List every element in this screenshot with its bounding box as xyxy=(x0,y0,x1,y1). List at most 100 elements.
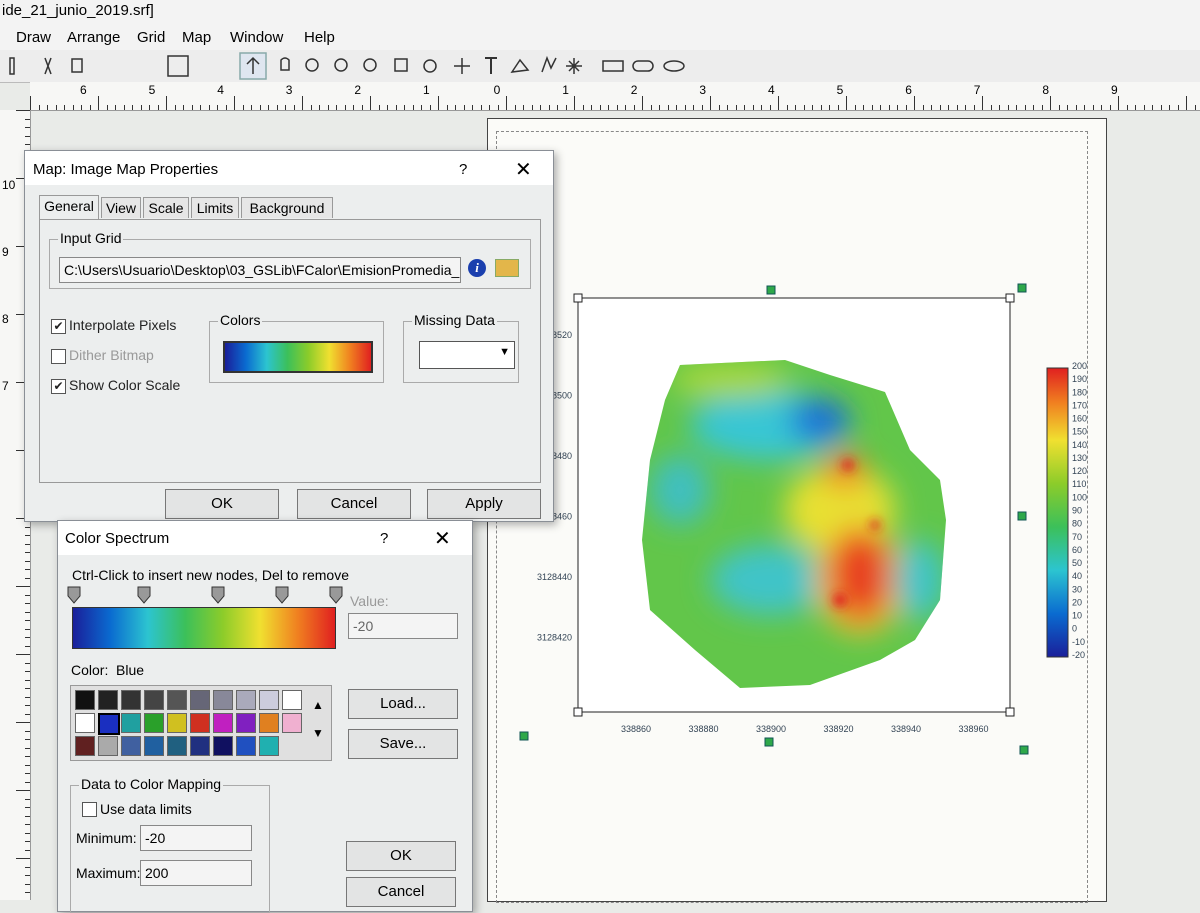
toolbar-icons xyxy=(9,52,685,80)
colors-swatch[interactable] xyxy=(223,341,373,373)
swatch[interactable] xyxy=(213,713,233,733)
dialog-button[interactable]: Load... xyxy=(348,689,458,719)
color-scale-label: 130 xyxy=(1072,453,1087,463)
ruler-label: 4 xyxy=(217,83,224,97)
tab[interactable]: Limits xyxy=(191,197,239,218)
help-button[interactable]: ? xyxy=(380,530,389,547)
ruler-tick xyxy=(336,105,337,110)
tab[interactable]: View xyxy=(101,197,141,218)
ruler-label: 7 xyxy=(973,83,981,97)
ruler-tick xyxy=(1118,96,1119,110)
maximum-field[interactable]: 200 xyxy=(140,860,252,886)
ruler-tick xyxy=(1177,105,1179,110)
swatch[interactable] xyxy=(98,736,118,756)
x-axis-label: 338860 xyxy=(621,724,651,734)
ruler-tick xyxy=(625,105,626,110)
tab[interactable]: General xyxy=(39,195,99,220)
menu-item[interactable]: Help xyxy=(304,29,335,46)
swatch[interactable] xyxy=(167,736,187,756)
swatch[interactable] xyxy=(75,690,95,710)
dialog-button[interactable]: Cancel xyxy=(297,489,411,519)
palette-scroll[interactable]: ▲ ▼ xyxy=(312,698,324,740)
checkbox-label: Dither Bitmap xyxy=(69,347,154,363)
ruler-tick xyxy=(769,105,771,110)
swatch[interactable] xyxy=(167,713,187,733)
ruler-tick xyxy=(25,688,30,689)
ruler-tick xyxy=(25,569,30,570)
ruler-tick xyxy=(25,747,30,749)
swatch[interactable] xyxy=(75,736,95,756)
help-button[interactable]: ? xyxy=(459,161,468,178)
value-field[interactable]: -20 xyxy=(348,613,458,639)
swatch[interactable] xyxy=(236,736,256,756)
open-folder-icon[interactable] xyxy=(495,259,519,277)
ruler-tick xyxy=(735,105,737,110)
swatch[interactable] xyxy=(75,713,95,733)
close-button[interactable]: ✕ xyxy=(515,159,532,181)
ruler-tick xyxy=(16,790,30,791)
swatch[interactable] xyxy=(121,690,141,710)
swatch[interactable] xyxy=(236,690,256,710)
ruler-tick xyxy=(752,105,754,110)
swatch[interactable] xyxy=(98,713,120,735)
checkbox[interactable]: ✔ xyxy=(51,319,66,334)
ruler-tick xyxy=(25,127,30,128)
swatch[interactable] xyxy=(144,736,164,756)
missing-data-dropdown[interactable]: ▼ xyxy=(419,341,515,369)
y-axis-label: 3128480 xyxy=(537,451,572,461)
swatch[interactable] xyxy=(144,690,164,710)
ruler-tick xyxy=(25,637,30,638)
ruler-tick xyxy=(608,105,609,110)
x-axis-label: 338920 xyxy=(823,724,853,734)
swatch[interactable] xyxy=(282,713,302,733)
ruler-tick xyxy=(846,96,847,110)
dialog-button[interactable]: Cancel xyxy=(346,877,456,907)
swatch[interactable] xyxy=(121,713,141,733)
dialog-button[interactable]: Apply xyxy=(427,489,541,519)
ruler-tick xyxy=(361,105,363,110)
swatch[interactable] xyxy=(282,690,302,710)
swatch[interactable] xyxy=(144,713,164,733)
swatch[interactable] xyxy=(190,713,210,733)
swatch[interactable] xyxy=(190,690,210,710)
ruler-tick xyxy=(149,105,150,110)
swatch[interactable] xyxy=(213,690,233,710)
info-icon[interactable]: i xyxy=(468,259,486,277)
minimum-field[interactable]: -20 xyxy=(140,825,252,851)
checkbox[interactable] xyxy=(51,349,66,364)
swatch[interactable] xyxy=(213,736,233,756)
ruler-tick xyxy=(25,807,30,808)
close-button[interactable]: ✕ xyxy=(434,528,451,550)
ruler-tick xyxy=(259,105,261,110)
ruler-tick xyxy=(25,798,30,800)
swatch[interactable] xyxy=(190,736,210,756)
swatch[interactable] xyxy=(259,736,279,756)
swatch[interactable] xyxy=(236,713,256,733)
menu-item[interactable]: Window xyxy=(230,29,284,46)
dialog-button[interactable]: OK xyxy=(165,489,279,519)
swatch[interactable] xyxy=(259,713,279,733)
menu-item[interactable]: Map xyxy=(182,29,212,46)
swatch[interactable] xyxy=(167,690,187,710)
ruler-tick xyxy=(30,96,31,110)
tab[interactable]: Background xyxy=(241,197,333,218)
ruler-tick xyxy=(25,781,30,783)
menu-item[interactable]: Grid xyxy=(137,29,166,46)
group-label: Input Grid xyxy=(58,230,124,246)
swatch[interactable] xyxy=(121,736,141,756)
dialog-button[interactable]: OK xyxy=(346,841,456,871)
swatch[interactable] xyxy=(259,690,279,710)
menu-item[interactable]: Draw xyxy=(16,29,52,46)
spectrum-bar[interactable] xyxy=(72,607,336,649)
tab[interactable]: Scale xyxy=(143,197,189,218)
checkbox[interactable]: ✔ xyxy=(51,379,66,394)
menu-item[interactable]: Arrange xyxy=(67,29,121,46)
ruler-tick xyxy=(242,105,244,110)
dialog-button[interactable]: Save... xyxy=(348,729,458,759)
input-grid-field[interactable]: C:\Users\Usuario\Desktop\03_GSLib\FCalor… xyxy=(59,257,461,283)
color-scale-label: 190 xyxy=(1072,374,1087,384)
swatch[interactable] xyxy=(98,690,118,710)
use-data-limits-checkbox[interactable] xyxy=(82,802,97,817)
ruler-tick xyxy=(25,730,30,732)
color-scale-label: 90 xyxy=(1072,506,1082,516)
